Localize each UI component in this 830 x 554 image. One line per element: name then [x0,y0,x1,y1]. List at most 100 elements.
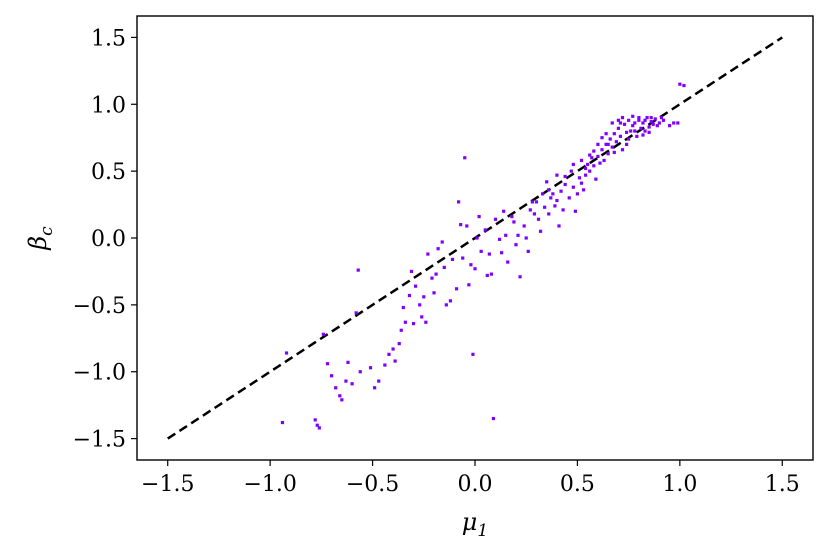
x-tick-label: −0.5 [346,472,399,497]
scatter-point [579,181,584,185]
scatter-point [651,122,655,126]
scatter-point [340,398,344,402]
scatter-point [598,161,602,165]
scatter-point [524,236,528,240]
scatter-point [563,182,567,187]
scatter-point [506,260,510,264]
scatter-point [645,116,649,120]
scatter-point [541,192,545,196]
scatter-point [586,162,590,167]
scatter-point [616,126,620,130]
scatter-point [647,125,651,129]
scatter-point [432,291,436,295]
scatter-point [596,154,600,159]
identity-reference-line [167,36,783,440]
y-axis-label-main: β [24,236,52,251]
scatter-point [678,82,682,86]
scatter-point [635,134,639,138]
x-axis-label-sub: 1 [477,521,488,541]
scatter-point [536,217,541,221]
scatter-point [618,134,623,138]
scatter-point [465,224,469,228]
scatter-point [614,140,618,144]
scatter-point [647,130,651,134]
y-tick-label: 1.5 [91,26,126,51]
scatter-point [543,205,547,209]
scatter-point [555,173,559,177]
scatter-point [604,132,608,136]
scatter-point [563,174,567,179]
scatter-point [682,83,686,88]
scatter-point [391,347,395,351]
y-tick-label: −1.5 [73,428,126,453]
x-tick-label: 0.0 [458,472,493,497]
scatter-point [561,208,565,212]
x-axis-ticks: −1.5 −1.0 −0.5 0.0 0.5 1.0 1.5 [141,460,800,497]
scatter-point [500,251,504,255]
scatter-point [620,116,625,120]
scatter-point [510,215,514,219]
scatter-point [516,233,520,237]
scatter-point [407,293,412,298]
scatter-point [672,121,676,125]
scatter-point [530,200,534,204]
x-tick-label: −1.0 [243,472,296,497]
scatter-point [344,379,348,383]
scatter-point [659,116,664,120]
scatter-point [618,121,623,125]
scatter-point [504,233,508,237]
scatter-point [491,416,496,421]
scatter-point [422,295,426,299]
scatter-point [584,166,588,171]
scatter-point [655,124,659,128]
scatter-point [330,374,334,378]
scatter-point [475,236,479,240]
scatter-point [321,332,326,336]
scatter-point [604,142,608,146]
scatter-point [631,124,635,128]
scatter-point [547,188,551,192]
scatter-point [616,118,620,122]
scatter-point [526,249,530,253]
scatter-point [557,224,561,228]
x-tick-label: 1.0 [662,472,697,497]
scatter-point [590,156,594,160]
scatter-point [633,121,637,125]
scatter-point [637,116,641,120]
scatter-point [592,149,596,153]
scatter-point [459,223,463,227]
scatter-point [551,192,555,196]
scatter-point [575,192,580,196]
y-tick-label: 1.0 [91,93,126,118]
scatter-point [606,152,610,156]
scatter-point [629,129,633,133]
scatter-point [571,185,575,189]
scatter-point [454,287,459,291]
scatter-point [512,220,516,224]
scatter-point [538,229,543,233]
scatter-point [622,122,627,126]
scatter-point [528,208,532,212]
scatter-point [479,249,483,253]
scatter-point [442,265,446,270]
scatter-point [448,299,453,303]
scatter-point [610,121,614,125]
scatter-point [493,217,498,221]
scatter-point [522,224,526,228]
scatter-point [483,228,487,232]
scatter-point [579,158,584,163]
scatter-point [467,283,471,287]
y-tick-label: 0.0 [91,227,126,252]
scatter-point [592,164,596,168]
y-tick-label: 0.5 [91,160,126,185]
scatter-point [588,169,592,173]
scatter-point [514,243,518,247]
scatter-point [547,212,551,216]
scatter-point [383,363,387,367]
scatter-point [612,150,616,155]
scatter-point [631,114,635,118]
x-tick-label: 1.5 [765,472,800,497]
scatter-point [581,188,586,192]
x-tick-label: 0.5 [560,472,595,497]
